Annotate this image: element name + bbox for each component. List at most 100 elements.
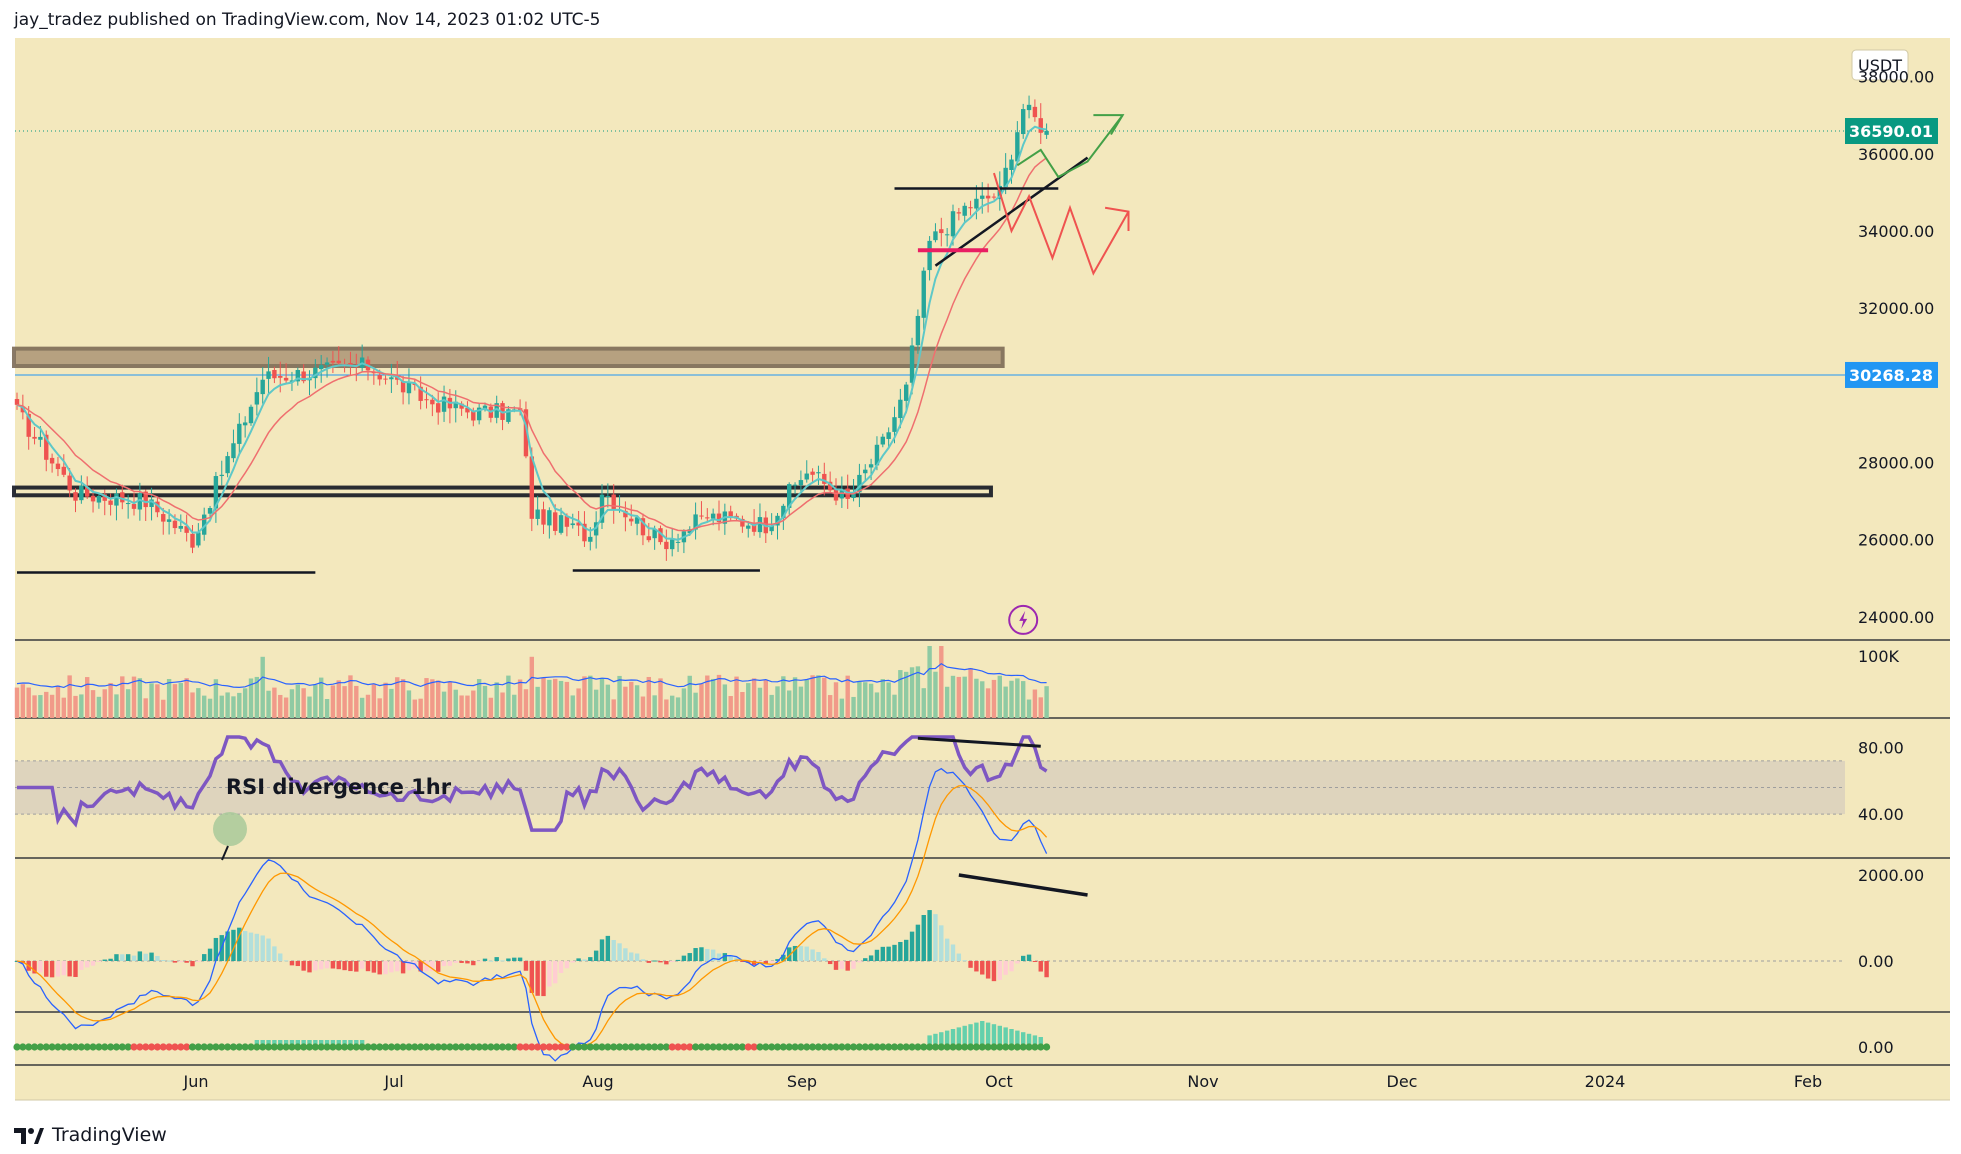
oscillator-dot [381, 1043, 390, 1051]
volume-bar [517, 679, 523, 718]
candle [55, 456, 61, 477]
volume-bar [155, 684, 160, 718]
oscillator-dot [364, 1043, 372, 1051]
support-zone [12, 485, 993, 498]
macd-histogram-bar [1009, 961, 1014, 972]
candle-body [172, 520, 178, 529]
candle-body [476, 407, 482, 421]
volume-bar [231, 696, 236, 718]
macd-tick-label: 0.00 [1858, 952, 1894, 971]
oscillator-dot [545, 1043, 553, 1051]
candle-body [231, 443, 236, 459]
volume-bar [675, 697, 681, 718]
oscillator-dot [727, 1043, 735, 1051]
macd-histogram-bar [939, 925, 944, 961]
oscillator-dot [984, 1043, 992, 1051]
macd-histogram-bar [564, 961, 570, 969]
candle-body [1003, 167, 1008, 187]
oscillator-dot [259, 1043, 267, 1051]
volume-bar [710, 678, 716, 718]
volume-bar [137, 678, 143, 718]
volume-bar [968, 668, 973, 718]
candle [254, 377, 260, 416]
macd-histogram-bar [658, 961, 663, 963]
macd-histogram-bar [196, 961, 201, 963]
oscillator-dot [1031, 1043, 1039, 1051]
macd-histogram-bar [822, 958, 827, 961]
candle [775, 512, 780, 540]
candle-body [787, 484, 792, 508]
candle [424, 387, 429, 409]
oscillator-dot [709, 1043, 717, 1051]
footer-brand: TradingView [52, 1124, 167, 1146]
currency-label: USDT [1858, 56, 1902, 75]
volume-bar [61, 697, 66, 718]
volume-bar [512, 694, 517, 718]
volume-bar [956, 676, 962, 718]
oscillator-dot [721, 1043, 729, 1051]
lightning-icon[interactable] [1008, 604, 1039, 635]
rsi-tick-label: 80.00 [1858, 739, 1904, 758]
oscillator-dot [680, 1043, 688, 1051]
macd-histogram-bar [465, 961, 470, 964]
volume-bar [863, 682, 868, 718]
candle-body [740, 518, 745, 527]
oscillator-dot [124, 1043, 132, 1051]
candle-body [1026, 104, 1032, 111]
candle-body [418, 386, 423, 401]
oscillator-dot [25, 1043, 33, 1051]
candle-body [406, 382, 412, 394]
candle [73, 488, 78, 513]
candle [693, 502, 698, 540]
volume-bar [851, 696, 856, 718]
volume-bar [476, 679, 482, 718]
volume-bar [892, 694, 897, 718]
macd-histogram-bar [956, 953, 962, 961]
oscillator-dot [943, 1043, 951, 1051]
volume-bar [787, 690, 792, 718]
candle [190, 525, 195, 554]
candle-body [289, 380, 295, 382]
price-tick-label: 24000.00 [1858, 608, 1934, 627]
macd-histogram-bar [599, 939, 605, 961]
volume-bar [576, 688, 581, 718]
oscillator-dot [89, 1043, 97, 1051]
candle [242, 416, 248, 438]
candle [202, 507, 207, 541]
macd-histogram-bar [172, 961, 178, 963]
candle [699, 501, 704, 520]
volume-bar [406, 690, 412, 718]
volume-bar [196, 688, 201, 718]
oscillator-dot [645, 1043, 653, 1051]
volume-bar [810, 675, 815, 718]
candle-body [383, 378, 388, 380]
macd-histogram-bar [161, 960, 166, 962]
oscillator-dot [580, 1043, 589, 1051]
candle [336, 346, 341, 366]
candle-body [161, 514, 166, 522]
oscillator-dot [715, 1043, 723, 1051]
volume-bar [991, 679, 997, 718]
macd-histogram-bar [634, 953, 640, 961]
candle-body [67, 475, 72, 491]
oscillator-dot [978, 1043, 986, 1051]
oscillator-dot [440, 1043, 448, 1051]
macd-histogram-bar [705, 948, 710, 961]
candle-body [237, 423, 242, 444]
macd-signal-line [16, 784, 1048, 1048]
macd-histogram-bar [775, 959, 780, 961]
candle [570, 513, 575, 529]
macd-histogram-bar [670, 961, 675, 962]
oscillator-dot [218, 1043, 226, 1051]
macd-histogram-bar [687, 953, 692, 961]
macd-histogram-bar [476, 961, 482, 962]
candle [605, 483, 611, 508]
volume-bar [242, 688, 248, 718]
candle-body [710, 513, 716, 519]
currency-badge[interactable] [1851, 49, 1909, 81]
macd-histogram-bar [1044, 961, 1049, 978]
candle [96, 494, 102, 509]
candle [927, 236, 932, 281]
candle [120, 484, 125, 510]
